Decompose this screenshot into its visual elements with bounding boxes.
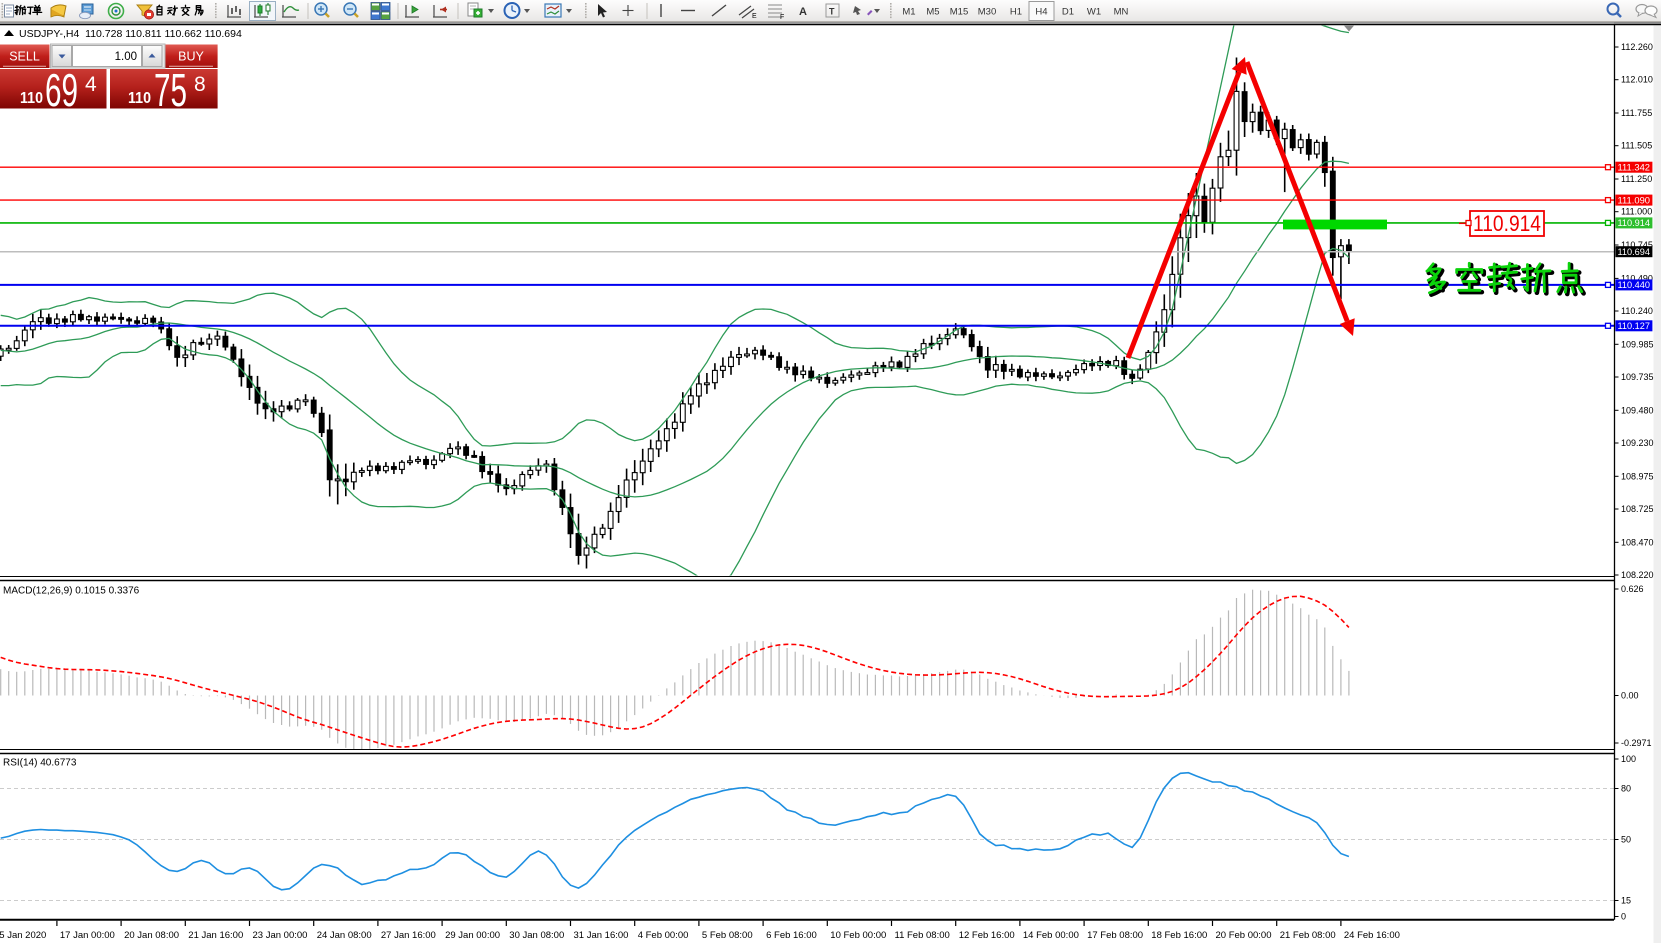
svg-text:50: 50: [1621, 835, 1631, 845]
svg-text:111.755: 111.755: [1621, 108, 1652, 118]
svg-text:69: 69: [45, 64, 78, 116]
svg-text:110.914: 110.914: [1618, 218, 1651, 228]
svg-text:112.260: 112.260: [1621, 42, 1653, 52]
svg-text:111.342: 111.342: [1618, 162, 1651, 172]
svg-text:80: 80: [1621, 784, 1631, 794]
svg-text:12 Feb 16:00: 12 Feb 16:00: [959, 930, 1015, 941]
svg-text:17 Jan 00:00: 17 Jan 00:00: [60, 930, 115, 941]
svg-text:0.00: 0.00: [1621, 691, 1639, 701]
svg-text:18 Feb 16:00: 18 Feb 16:00: [1151, 930, 1207, 941]
svg-text:MN: MN: [1114, 7, 1129, 18]
svg-text:100: 100: [1621, 754, 1636, 764]
svg-text:109.480: 109.480: [1621, 405, 1654, 415]
svg-text:20 Jan 08:00: 20 Jan 08:00: [124, 930, 179, 941]
svg-text:D1: D1: [1062, 7, 1074, 18]
svg-text:F: F: [780, 14, 784, 21]
svg-text:-0.2971: -0.2971: [1621, 738, 1652, 748]
svg-text:109.985: 109.985: [1621, 339, 1654, 349]
svg-text:5 Feb 08:00: 5 Feb 08:00: [702, 930, 753, 941]
svg-text:A: A: [799, 6, 807, 18]
svg-text:111.000: 111.000: [1621, 207, 1652, 217]
svg-text:SELL: SELL: [9, 50, 40, 64]
svg-text:20 Feb 00:00: 20 Feb 00:00: [1216, 930, 1272, 941]
svg-text:USDJPY-,H4 110.728 110.811 11: USDJPY-,H4 110.728 110.811 110.662 110.6…: [19, 28, 242, 40]
svg-text:108.220: 108.220: [1621, 570, 1654, 580]
svg-text:8: 8: [194, 73, 206, 96]
svg-text:110.127: 110.127: [1618, 321, 1651, 331]
svg-text:110: 110: [128, 90, 151, 107]
svg-text:6 Feb 16:00: 6 Feb 16:00: [766, 930, 817, 941]
svg-text:23 Jan 00:00: 23 Jan 00:00: [253, 930, 308, 941]
svg-text:108.725: 108.725: [1621, 504, 1654, 514]
svg-text:110.440: 110.440: [1618, 280, 1651, 290]
svg-text:0.626: 0.626: [1621, 584, 1644, 594]
svg-text:M15: M15: [950, 7, 968, 18]
svg-text:MACD(12,26,9) 0.1015 0.3376: MACD(12,26,9) 0.1015 0.3376: [3, 586, 140, 597]
svg-text:14 Feb 00:00: 14 Feb 00:00: [1023, 930, 1079, 941]
svg-text:M5: M5: [926, 7, 939, 18]
svg-text:27 Jan 16:00: 27 Jan 16:00: [381, 930, 436, 941]
svg-text:15: 15: [1621, 896, 1631, 906]
svg-text:H1: H1: [1010, 7, 1022, 18]
svg-text:110.694: 110.694: [1618, 247, 1651, 257]
svg-text:110.914: 110.914: [1473, 211, 1541, 236]
svg-text:110.240: 110.240: [1621, 306, 1653, 316]
svg-text:29 Jan 00:00: 29 Jan 00:00: [445, 930, 500, 941]
svg-text:108.470: 108.470: [1621, 537, 1654, 547]
svg-text:111.090: 111.090: [1618, 195, 1651, 205]
svg-text:109.230: 109.230: [1621, 438, 1654, 448]
svg-text:H4: H4: [1035, 7, 1047, 18]
svg-text:75: 75: [154, 64, 187, 116]
svg-text:21 Jan 16:00: 21 Jan 16:00: [188, 930, 243, 941]
svg-text:1.00: 1.00: [115, 51, 137, 63]
svg-text:11 Feb 08:00: 11 Feb 08:00: [895, 930, 950, 941]
svg-text:10 Feb 00:00: 10 Feb 00:00: [830, 930, 886, 941]
svg-text:24 Jan 08:00: 24 Jan 08:00: [317, 930, 372, 941]
svg-text:111.505: 111.505: [1621, 141, 1652, 151]
svg-text:BUY: BUY: [178, 50, 204, 64]
svg-text:15 Jan 2020: 15 Jan 2020: [0, 930, 46, 941]
svg-text:0: 0: [1621, 912, 1626, 922]
svg-text:M30: M30: [978, 7, 996, 18]
svg-text:M1: M1: [902, 7, 915, 18]
svg-text:30 Jan 08:00: 30 Jan 08:00: [509, 930, 564, 941]
svg-text:31 Jan 16:00: 31 Jan 16:00: [574, 930, 629, 941]
svg-text:110: 110: [20, 90, 43, 107]
svg-text:24 Feb 16:00: 24 Feb 16:00: [1344, 930, 1400, 941]
svg-text:W1: W1: [1087, 7, 1101, 18]
svg-text:112.010: 112.010: [1621, 75, 1653, 85]
svg-text:110.490: 110.490: [1621, 273, 1653, 283]
svg-text:108.975: 108.975: [1621, 471, 1654, 481]
svg-text:E: E: [752, 13, 757, 20]
svg-text:109.735: 109.735: [1621, 372, 1654, 382]
svg-text:4 Feb 00:00: 4 Feb 00:00: [638, 930, 689, 941]
svg-text:111.250: 111.250: [1621, 174, 1652, 184]
svg-text:21 Feb 08:00: 21 Feb 08:00: [1280, 930, 1336, 941]
svg-text:T: T: [829, 7, 835, 17]
svg-text:110.745: 110.745: [1621, 240, 1653, 250]
svg-text:RSI(14) 40.6773: RSI(14) 40.6773: [3, 758, 77, 769]
svg-text:17 Feb 08:00: 17 Feb 08:00: [1087, 930, 1143, 941]
svg-text:4: 4: [85, 73, 97, 96]
